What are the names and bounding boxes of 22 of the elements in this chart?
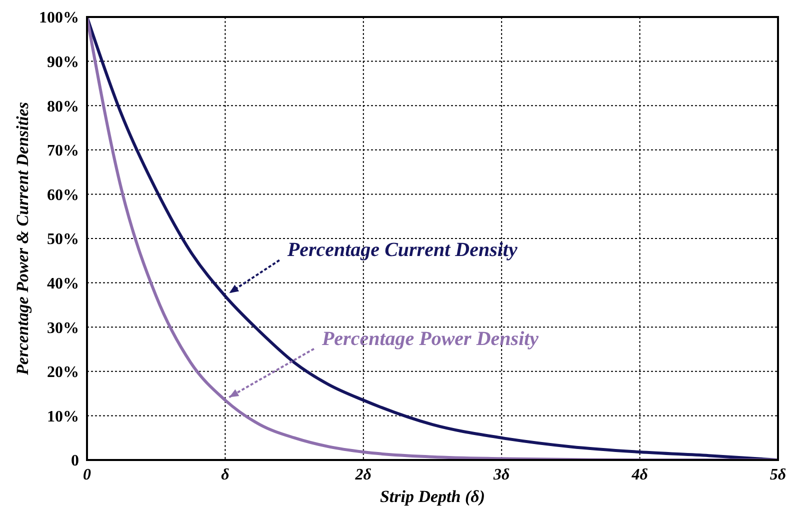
- x-axis-title: Strip Depth (δ): [380, 487, 486, 506]
- y-axis-title: Percentage Power & Current Densities: [13, 102, 32, 376]
- y-tick-label: 20%: [47, 364, 79, 382]
- y-tick-label: 80%: [47, 98, 79, 116]
- y-tick-label: 10%: [47, 408, 79, 426]
- y-tick-label: 60%: [47, 186, 79, 204]
- x-tick-label: δ: [221, 466, 230, 484]
- x-tick-label: 5δ: [770, 466, 786, 484]
- text: Percentage Power Density: [320, 328, 539, 350]
- y-tick-label: 0: [71, 452, 79, 470]
- y-tick-label: 70%: [47, 142, 79, 160]
- x-tick-label: 4δ: [630, 466, 648, 484]
- y-tick-label: 40%: [47, 275, 79, 292]
- y-tick-label: 90%: [47, 54, 79, 71]
- y-tick-label: 100%: [39, 10, 79, 27]
- x-tick-label: 2δ: [354, 466, 372, 484]
- text: Percentage Current Density: [286, 239, 518, 262]
- line-series: [87, 17, 778, 460]
- x-tick-label: 0: [83, 466, 91, 484]
- y-tick-label: 30%: [47, 320, 79, 337]
- x-tick-label: 3δ: [492, 466, 510, 484]
- y-tick-label: 50%: [47, 231, 79, 248]
